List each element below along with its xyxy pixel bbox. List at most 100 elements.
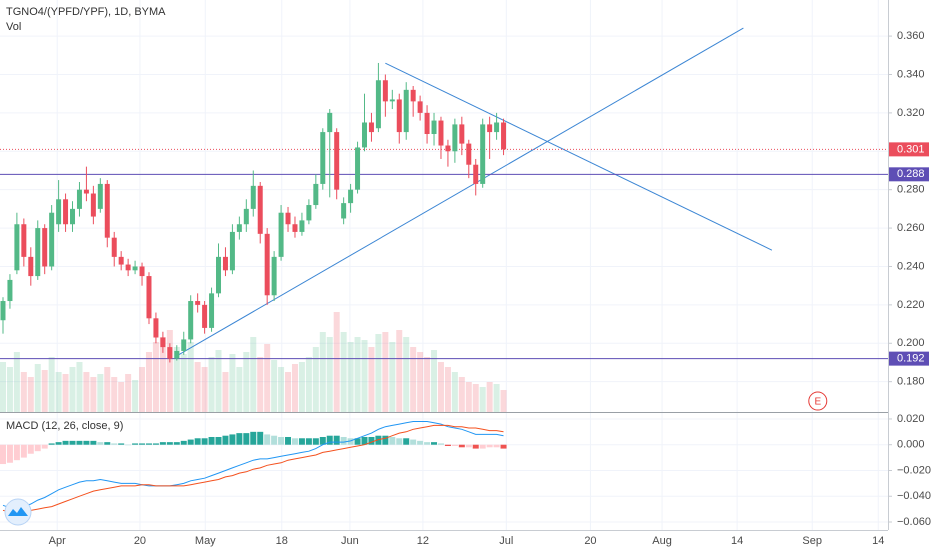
candle-body [7, 279, 13, 302]
volume-bar [444, 367, 451, 412]
macd-histogram-bar [111, 443, 118, 445]
candle-body [445, 145, 451, 152]
macd-histogram-bar [180, 440, 187, 445]
macd-histogram-bar [458, 444, 465, 448]
volume-bar [431, 350, 438, 412]
volume-bar [368, 347, 375, 412]
candle-body [355, 147, 361, 190]
candle-body [473, 164, 479, 184]
candle-body [188, 301, 194, 340]
macd-line [2, 421, 504, 510]
candle-body [222, 256, 228, 271]
x-tick-label: Sep [802, 535, 822, 547]
price-label: 0.192 [897, 353, 925, 365]
x-tick-label: Jul [499, 535, 513, 547]
candle-body [35, 228, 41, 277]
volume-bar [208, 357, 215, 412]
candle-body [174, 350, 180, 359]
volume-bar [375, 334, 382, 412]
candle-body [327, 112, 333, 133]
macd-histogram-bar [410, 439, 417, 445]
macd-histogram-bar [347, 438, 354, 445]
volume-bar [215, 350, 222, 412]
volume-bar [424, 357, 431, 412]
macd-histogram-bar [479, 444, 486, 449]
candle-body [42, 228, 48, 267]
macd-histogram-bar [375, 435, 382, 445]
volume-bar [104, 367, 111, 412]
volume-bar [472, 384, 479, 412]
candle-body [229, 231, 235, 271]
candle-body [76, 189, 82, 209]
candle-body [160, 337, 166, 348]
macd-histogram-bar [118, 443, 125, 445]
y-tick-label: 0.260 [897, 222, 925, 234]
volume-bar [285, 372, 292, 412]
macd-histogram-bar [257, 431, 264, 445]
volume-bar [27, 377, 34, 412]
macd-histogram-bar [125, 444, 132, 446]
axes: Apr 20 May 18 Jun 12 Jul 20 Aug 14 Sep 14 0.360 0.340… [49, 30, 931, 547]
volume-bar [243, 352, 250, 412]
x-tick-label: Apr [49, 535, 66, 547]
volume-bar [222, 372, 229, 412]
macd-histogram-bar [90, 440, 97, 445]
macd-histogram-bar [194, 438, 201, 445]
price-label-box [889, 167, 929, 182]
candle-body [153, 318, 159, 338]
candle-body [63, 199, 69, 225]
price-label-box [889, 351, 929, 366]
x-tick-label: 12 [417, 535, 429, 547]
candle-body [389, 99, 395, 102]
volume-bar [250, 337, 257, 412]
candle-body [292, 224, 298, 232]
candle-body [459, 124, 465, 144]
macd-histogram-bar [444, 444, 451, 447]
y-tick-label: 0.340 [897, 68, 925, 80]
volume-bar [125, 374, 132, 412]
volume-bar [291, 364, 298, 412]
macd-histogram-bar [451, 444, 458, 447]
macd-histogram-bar [6, 444, 13, 463]
volume-bar [396, 330, 403, 412]
candle-body [56, 199, 62, 225]
macd-histogram-bar [27, 444, 34, 454]
candle-body [83, 189, 89, 194]
macd-histogram-bar [166, 442, 173, 445]
y-tick-label: 0.280 [897, 184, 925, 196]
macd-histogram-bar [403, 438, 410, 445]
macd-histogram-bar [340, 436, 347, 445]
volume-bar [319, 332, 326, 412]
macd-histogram-bar [437, 443, 444, 445]
volume-bar [118, 382, 125, 412]
y-tick-label: 0.360 [897, 30, 925, 42]
macd-histogram-bar [312, 438, 319, 445]
candle-body [410, 89, 416, 102]
candle-body [236, 224, 242, 232]
candle-body [257, 185, 263, 234]
event-marker-label: E [814, 397, 821, 408]
event-marker [808, 391, 828, 411]
volume-bar [410, 347, 417, 412]
y-tick-label: 0.240 [897, 260, 925, 272]
signal-line [2, 424, 504, 513]
macd-histogram-bar [486, 444, 493, 448]
candle-body [28, 256, 34, 277]
volume-bar [159, 337, 166, 412]
volume-bar [187, 342, 194, 412]
candle-body [285, 212, 291, 225]
x-tick-label: 20 [584, 535, 596, 547]
candle-body [362, 122, 368, 148]
volume-bar [278, 367, 285, 412]
candle-body [396, 99, 402, 133]
macd-histogram-bar [139, 443, 146, 445]
volume-bar [465, 382, 472, 412]
y-tick-label: 0.320 [897, 107, 925, 119]
y-tick-label: 0.180 [897, 376, 925, 388]
macd-histogram-bar [152, 443, 159, 445]
volume-bar [500, 390, 507, 412]
candle-body [424, 112, 430, 135]
volume-bar [486, 382, 493, 412]
volume-bar [13, 352, 20, 412]
